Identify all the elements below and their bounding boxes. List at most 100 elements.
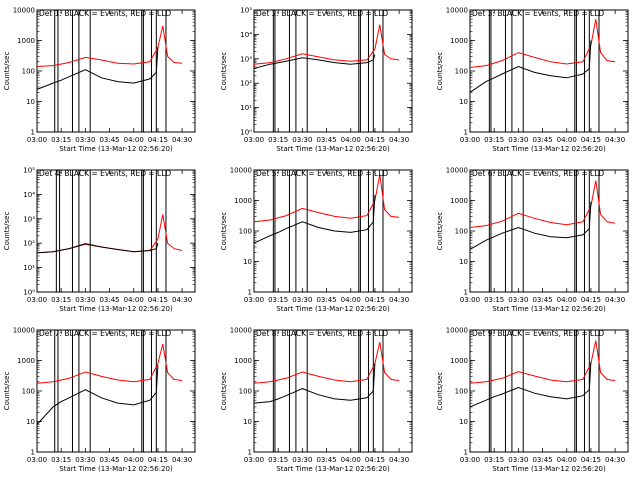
x-tick-label: 03:45 xyxy=(532,456,552,464)
y-tick-label: 10¹ xyxy=(240,104,252,112)
x-tick-label: 03:30 xyxy=(292,296,312,304)
x-tick-label: 04:00 xyxy=(341,456,361,464)
y-tick-label: 100 xyxy=(455,228,468,236)
x-axis-title: Start Time (13-Mar-12 02:56:20) xyxy=(59,465,173,473)
y-tick-label: 10000 xyxy=(446,7,468,15)
x-tick-label: 03:30 xyxy=(508,136,528,144)
y-tick-label: 100 xyxy=(22,388,35,396)
x-tick-label: 04:00 xyxy=(557,456,577,464)
x-tick-label: 04:30 xyxy=(605,296,625,304)
y-axis-title: Counts/sec xyxy=(436,372,444,411)
events-series-line xyxy=(253,195,376,244)
y-tick-label: 10000 xyxy=(230,167,252,175)
x-tick-label: 04:15 xyxy=(148,456,168,464)
plot-frame xyxy=(253,329,413,453)
y-tick-label: 1 xyxy=(31,449,35,457)
x-tick-label: 03:15 xyxy=(268,456,288,464)
x-tick-label: 03:00 xyxy=(244,296,264,304)
plot-frame xyxy=(253,9,413,133)
y-tick-label: 10 xyxy=(459,418,468,426)
chart-panel: 03:00 03:15 03:30 03:45 04:00 04:15 04:30 1 10 10… xyxy=(3,7,196,153)
x-tick-label: 03:15 xyxy=(484,456,504,464)
x-tick-label: 04:15 xyxy=(148,136,168,144)
y-tick-label: 1000 xyxy=(17,357,35,365)
y-tick-label: 1 xyxy=(464,289,468,297)
x-axis-title: Start Time (13-Mar-12 02:56:20) xyxy=(276,465,390,473)
x-tick-label: 03:45 xyxy=(532,136,552,144)
x-tick-label: 04:00 xyxy=(124,136,144,144)
y-tick-label: 10 xyxy=(26,98,35,106)
y-tick-label: 10² xyxy=(23,240,35,248)
y-axis-title: Counts/sec xyxy=(220,372,228,411)
x-tick-label: 03:15 xyxy=(51,136,71,144)
x-tick-label: 04:00 xyxy=(124,296,144,304)
y-tick-label: 10¹ xyxy=(23,264,35,272)
events-series-line xyxy=(469,201,592,250)
panel-title: Det 4: BLACK = Events, RED = LLD xyxy=(39,169,171,178)
y-tick-label: 1 xyxy=(464,449,468,457)
x-tick-label: 03:15 xyxy=(268,296,288,304)
y-tick-label: 100 xyxy=(239,388,252,396)
plot-frame xyxy=(469,329,629,453)
x-axis-title: Start Time (13-Mar-12 02:56:20) xyxy=(492,305,606,313)
x-tick-label: 04:00 xyxy=(557,296,577,304)
y-tick-label: 10⁵ xyxy=(240,7,252,15)
x-tick-label: 04:30 xyxy=(172,296,192,304)
y-tick-label: 1 xyxy=(464,129,468,137)
events-series-line xyxy=(36,243,159,254)
x-tick-label: 03:30 xyxy=(508,296,528,304)
y-tick-label: 100 xyxy=(455,68,468,76)
x-axis-title: Start Time (13-Mar-12 02:56:20) xyxy=(492,465,606,473)
panel-title: Det 6: BLACK = Events, RED = LLD xyxy=(472,169,604,178)
lld-series-line xyxy=(253,174,400,223)
chart-panel: 03:00 03:15 03:30 03:45 04:00 04:15 04:30 1 10 10… xyxy=(436,327,629,473)
x-tick-label: 04:30 xyxy=(172,136,192,144)
x-tick-label: 04:15 xyxy=(365,296,385,304)
lld-series-line xyxy=(253,341,400,384)
y-tick-label: 10000 xyxy=(446,167,468,175)
lld-series-line xyxy=(36,214,183,254)
x-tick-label: 04:30 xyxy=(389,136,409,144)
x-tick-label: 04:30 xyxy=(389,456,409,464)
y-tick-label: 100 xyxy=(22,68,35,76)
y-tick-label: 10 xyxy=(243,418,252,426)
x-tick-label: 04:15 xyxy=(365,456,385,464)
x-tick-label: 04:00 xyxy=(341,136,361,144)
y-axis-title: Counts/sec xyxy=(220,212,228,251)
y-tick-label: 1 xyxy=(248,449,252,457)
panel-title: Det 7: BLACK = Events, RED = LLD xyxy=(39,329,171,338)
y-tick-label: 10000 xyxy=(446,327,468,335)
x-axis-title: Start Time (13-Mar-12 02:56:20) xyxy=(276,305,390,313)
x-tick-label: 03:00 xyxy=(460,136,480,144)
plot-frame xyxy=(469,169,629,293)
panel-title: Det 8: BLACK = Events, RED = LLD xyxy=(256,329,388,338)
x-tick-label: 04:00 xyxy=(124,456,144,464)
lld-series-line xyxy=(469,19,616,68)
y-tick-label: 1 xyxy=(31,129,35,137)
x-tick-label: 03:45 xyxy=(99,296,119,304)
x-tick-label: 03:00 xyxy=(27,456,47,464)
lld-series-line xyxy=(253,24,400,65)
x-tick-label: 04:00 xyxy=(557,136,577,144)
x-tick-label: 03:30 xyxy=(75,136,95,144)
x-tick-label: 04:30 xyxy=(605,136,625,144)
y-tick-label: 10000 xyxy=(230,327,252,335)
y-tick-label: 10⁵ xyxy=(23,167,35,175)
x-tick-label: 03:45 xyxy=(532,296,552,304)
panel-title: Det 9: BLACK = Events, RED = LLD xyxy=(472,329,604,338)
x-tick-label: 03:15 xyxy=(51,456,71,464)
y-axis-title: Counts/sec xyxy=(3,372,11,411)
x-tick-label: 04:30 xyxy=(389,296,409,304)
x-tick-label: 04:15 xyxy=(581,456,601,464)
x-tick-label: 04:15 xyxy=(148,296,168,304)
x-tick-label: 03:30 xyxy=(292,456,312,464)
x-axis-title: Start Time (13-Mar-12 02:56:20) xyxy=(59,305,173,313)
panel-title: Det 1: BLACK = Events, RED = LLD xyxy=(39,9,171,18)
x-tick-label: 04:30 xyxy=(605,456,625,464)
x-tick-label: 04:15 xyxy=(581,136,601,144)
chart-panel: 03:00 03:15 03:30 03:45 04:00 04:15 04:30 1 10 10… xyxy=(220,167,413,313)
y-tick-label: 10⁴ xyxy=(240,31,252,39)
x-axis-title: Start Time (13-Mar-12 02:56:20) xyxy=(492,145,606,153)
x-tick-label: 03:45 xyxy=(99,136,119,144)
y-tick-label: 100 xyxy=(455,388,468,396)
